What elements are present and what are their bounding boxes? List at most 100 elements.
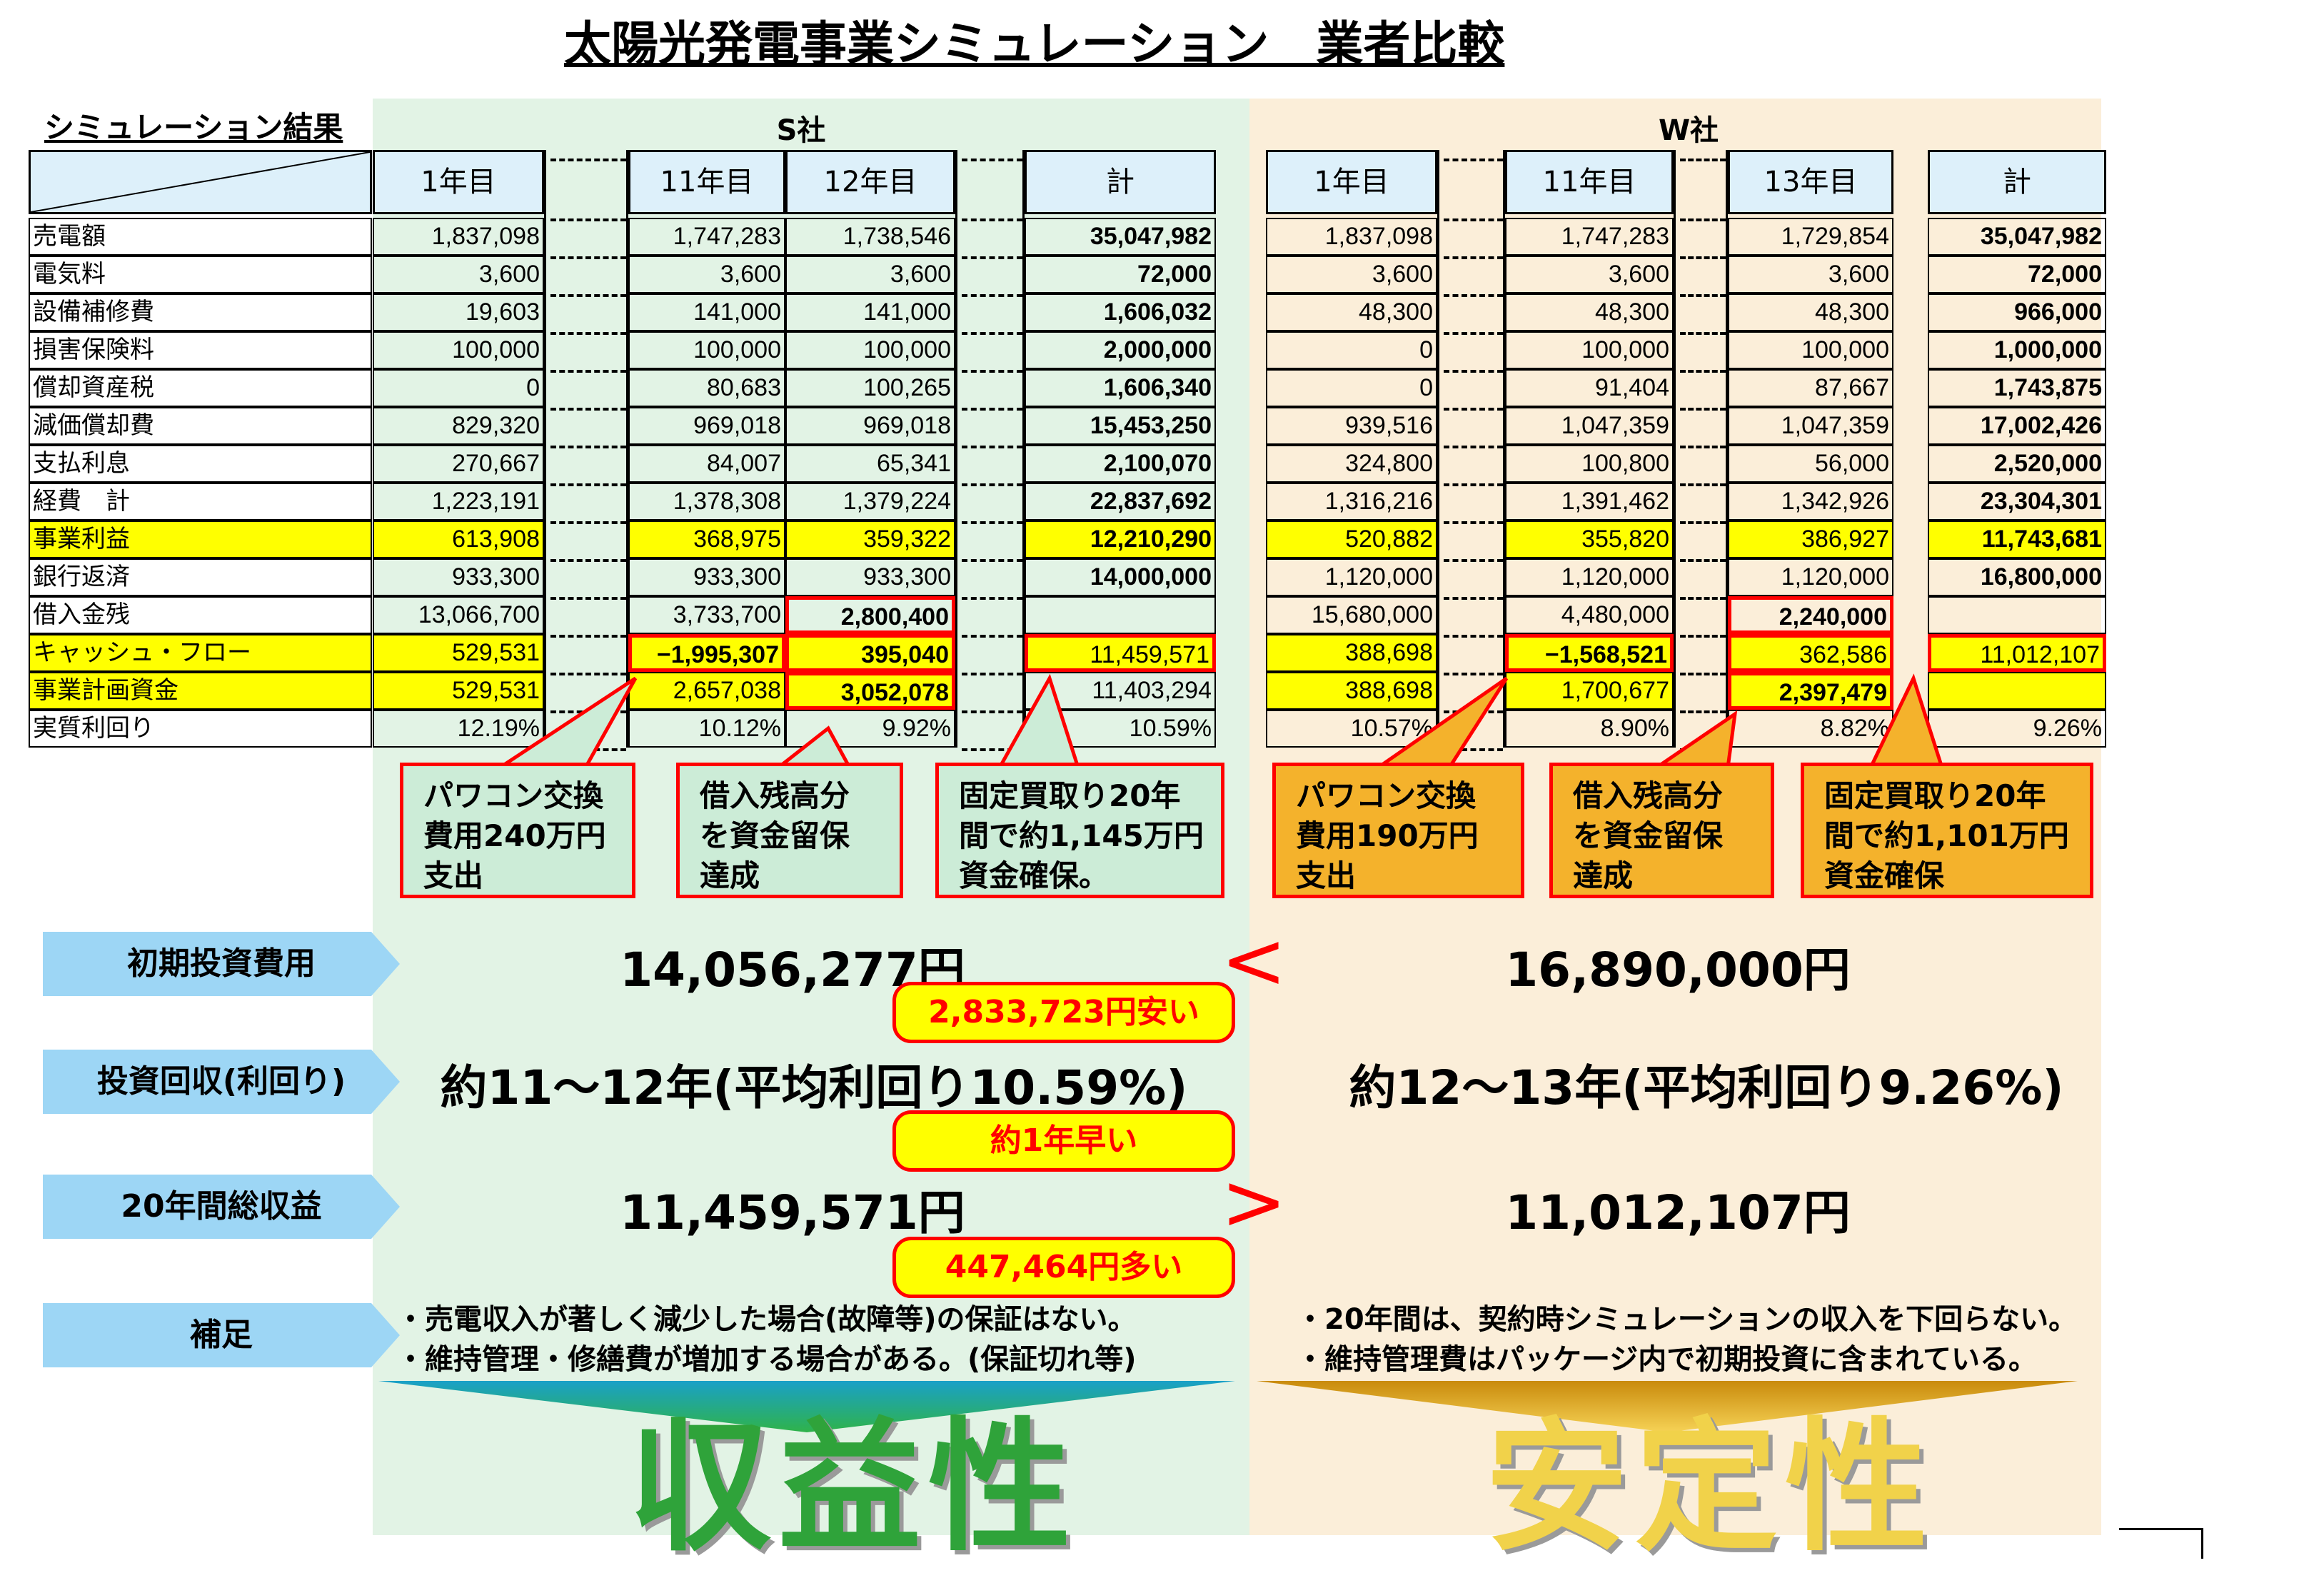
gap-dash [1680,710,1726,713]
w-value-cell: 9.26% [1928,710,2106,748]
w-value-cell: 48,300 [1728,293,1893,331]
w-value-cell: 100,800 [1505,445,1674,483]
gap-dash [550,521,626,524]
w-value-cell: 35,047,982 [1928,218,2106,256]
w-value-cell: 0 [1266,369,1437,407]
gap-dash [550,483,626,486]
s-payback: 約11～12年(平均利回り10.59%) [440,1060,1188,1115]
gap-dash [550,559,626,562]
gap-dash [1680,332,1726,335]
w-value-cell: 1,316,216 [1266,483,1437,521]
gap-dash [1680,218,1726,221]
row-label: 支払利息 [29,445,372,483]
w-value-cell: 3,600 [1266,256,1437,293]
gap-dash [1444,559,1503,562]
w-value-cell: 15,680,000 [1266,596,1437,634]
compare-greater-than: > [1221,1156,1287,1247]
gap-dash [962,748,1022,751]
gap-dash [962,256,1022,259]
s-value-cell: 12.19% [373,710,544,748]
row-label: 損害保険料 [29,331,372,369]
row-label: 電気料 [29,256,372,293]
w-value-cell: 2,520,000 [1928,445,2106,483]
gap-dash [550,332,626,335]
w-value-cell: 2,397,479 [1728,672,1893,710]
gap-dash [1680,256,1726,259]
s-value-cell: 10.12% [628,710,785,748]
s-value-cell: 933,300 [785,558,955,596]
diff-total-badge: 447,464円多い [892,1237,1235,1298]
row-label: 経費 計 [29,483,372,521]
callout-line: 費用190万円 [1296,818,1479,853]
w-value-cell: 11,012,107 [1928,634,2106,672]
w-value-cell [1928,596,2106,634]
row-label: 借入金残 [29,596,372,634]
gap-dash [550,294,626,297]
w-word-stability: 安定性 [1485,1404,1936,1571]
s-total-profit: 11,459,571円 [620,1185,965,1240]
label-total-profit: 20年間総収益 [43,1175,400,1239]
w-value-cell: 1,000,000 [1928,331,2106,369]
skipped-years-gap [1674,150,1728,751]
s-word-profitability: 収益性 [628,1404,1079,1571]
w-value-cell: 100,000 [1728,331,1893,369]
callout-line: 支出 [1296,858,1357,893]
s-value-cell: 359,322 [785,521,955,558]
compare-less-than: < [1221,915,1287,1006]
w-callout-1: パワコン交換 費用190万円 支出 [1272,763,1524,898]
callout-line: 支出 [423,858,484,893]
w-value-cell: 3,600 [1505,256,1674,293]
corner-mark [2119,1528,2203,1559]
s-value-cell: 19,603 [373,293,544,331]
s-value-cell: 395,040 [785,634,955,672]
s-value-cell: 2,800,400 [785,596,955,634]
gap-dash [962,370,1022,373]
gap-dash [962,673,1022,675]
w-value-cell: 520,882 [1266,521,1437,558]
s-value-cell: 141,000 [628,293,785,331]
w-value-cell: 1,120,000 [1266,558,1437,596]
gap-dash [550,446,626,448]
s-value-cell: 141,000 [785,293,955,331]
s-header-cell: 11年目 [628,150,785,214]
diff-initial-badge: 2,833,723円安い [892,982,1235,1043]
gap-dash [1680,294,1726,297]
w-value-cell: 87,667 [1728,369,1893,407]
callout-pointer [1868,673,1945,770]
gap-dash [550,218,626,221]
w-header-cell: 13年目 [1728,150,1893,214]
s-value-cell: 969,018 [628,407,785,445]
section-label: シミュレーション結果 [44,110,343,145]
gap-dash [1444,408,1503,411]
w-payback: 約12～13年(平均利回り9.26%) [1349,1060,2064,1115]
gap-dash [962,710,1022,713]
s-value-cell: 35,047,982 [1025,218,1216,256]
callout-line: 資金確保 [1824,858,1945,893]
s-value-cell: 10.59% [1025,710,1216,748]
gap-dash [550,673,626,675]
w-value-cell: 2,240,000 [1728,596,1893,634]
w-arrow-band [1257,1381,2078,1432]
gap-dash [1444,332,1503,335]
s-value-cell: 11,459,571 [1025,634,1216,672]
table-corner-cell [29,150,372,214]
s-value-cell: 22,837,692 [1025,483,1216,521]
gap-dash [550,159,626,161]
s-value-cell: 529,531 [373,672,544,710]
row-label: 銀行返済 [29,558,372,596]
s-value-cell: 969,018 [785,407,955,445]
w-value-cell: 91,404 [1505,369,1674,407]
gap-dash [1444,218,1503,221]
gap-dash [1680,597,1726,600]
s-value-cell: 2,657,038 [628,672,785,710]
s-value-cell: 270,667 [373,445,544,483]
w-value-cell: 16,800,000 [1928,558,2106,596]
callout-line: 借入残高分 [700,778,850,813]
w-value-cell [1928,672,2106,710]
s-value-cell: 1,606,032 [1025,293,1216,331]
s-value-cell: 933,300 [628,558,785,596]
w-value-cell: 8.90% [1505,710,1674,748]
gap-dash [1680,521,1726,524]
s-note-1: ・売電収入が著しく減少した場合(故障等)の保証はない。 [396,1303,1137,1336]
s-value-cell: 829,320 [373,407,544,445]
